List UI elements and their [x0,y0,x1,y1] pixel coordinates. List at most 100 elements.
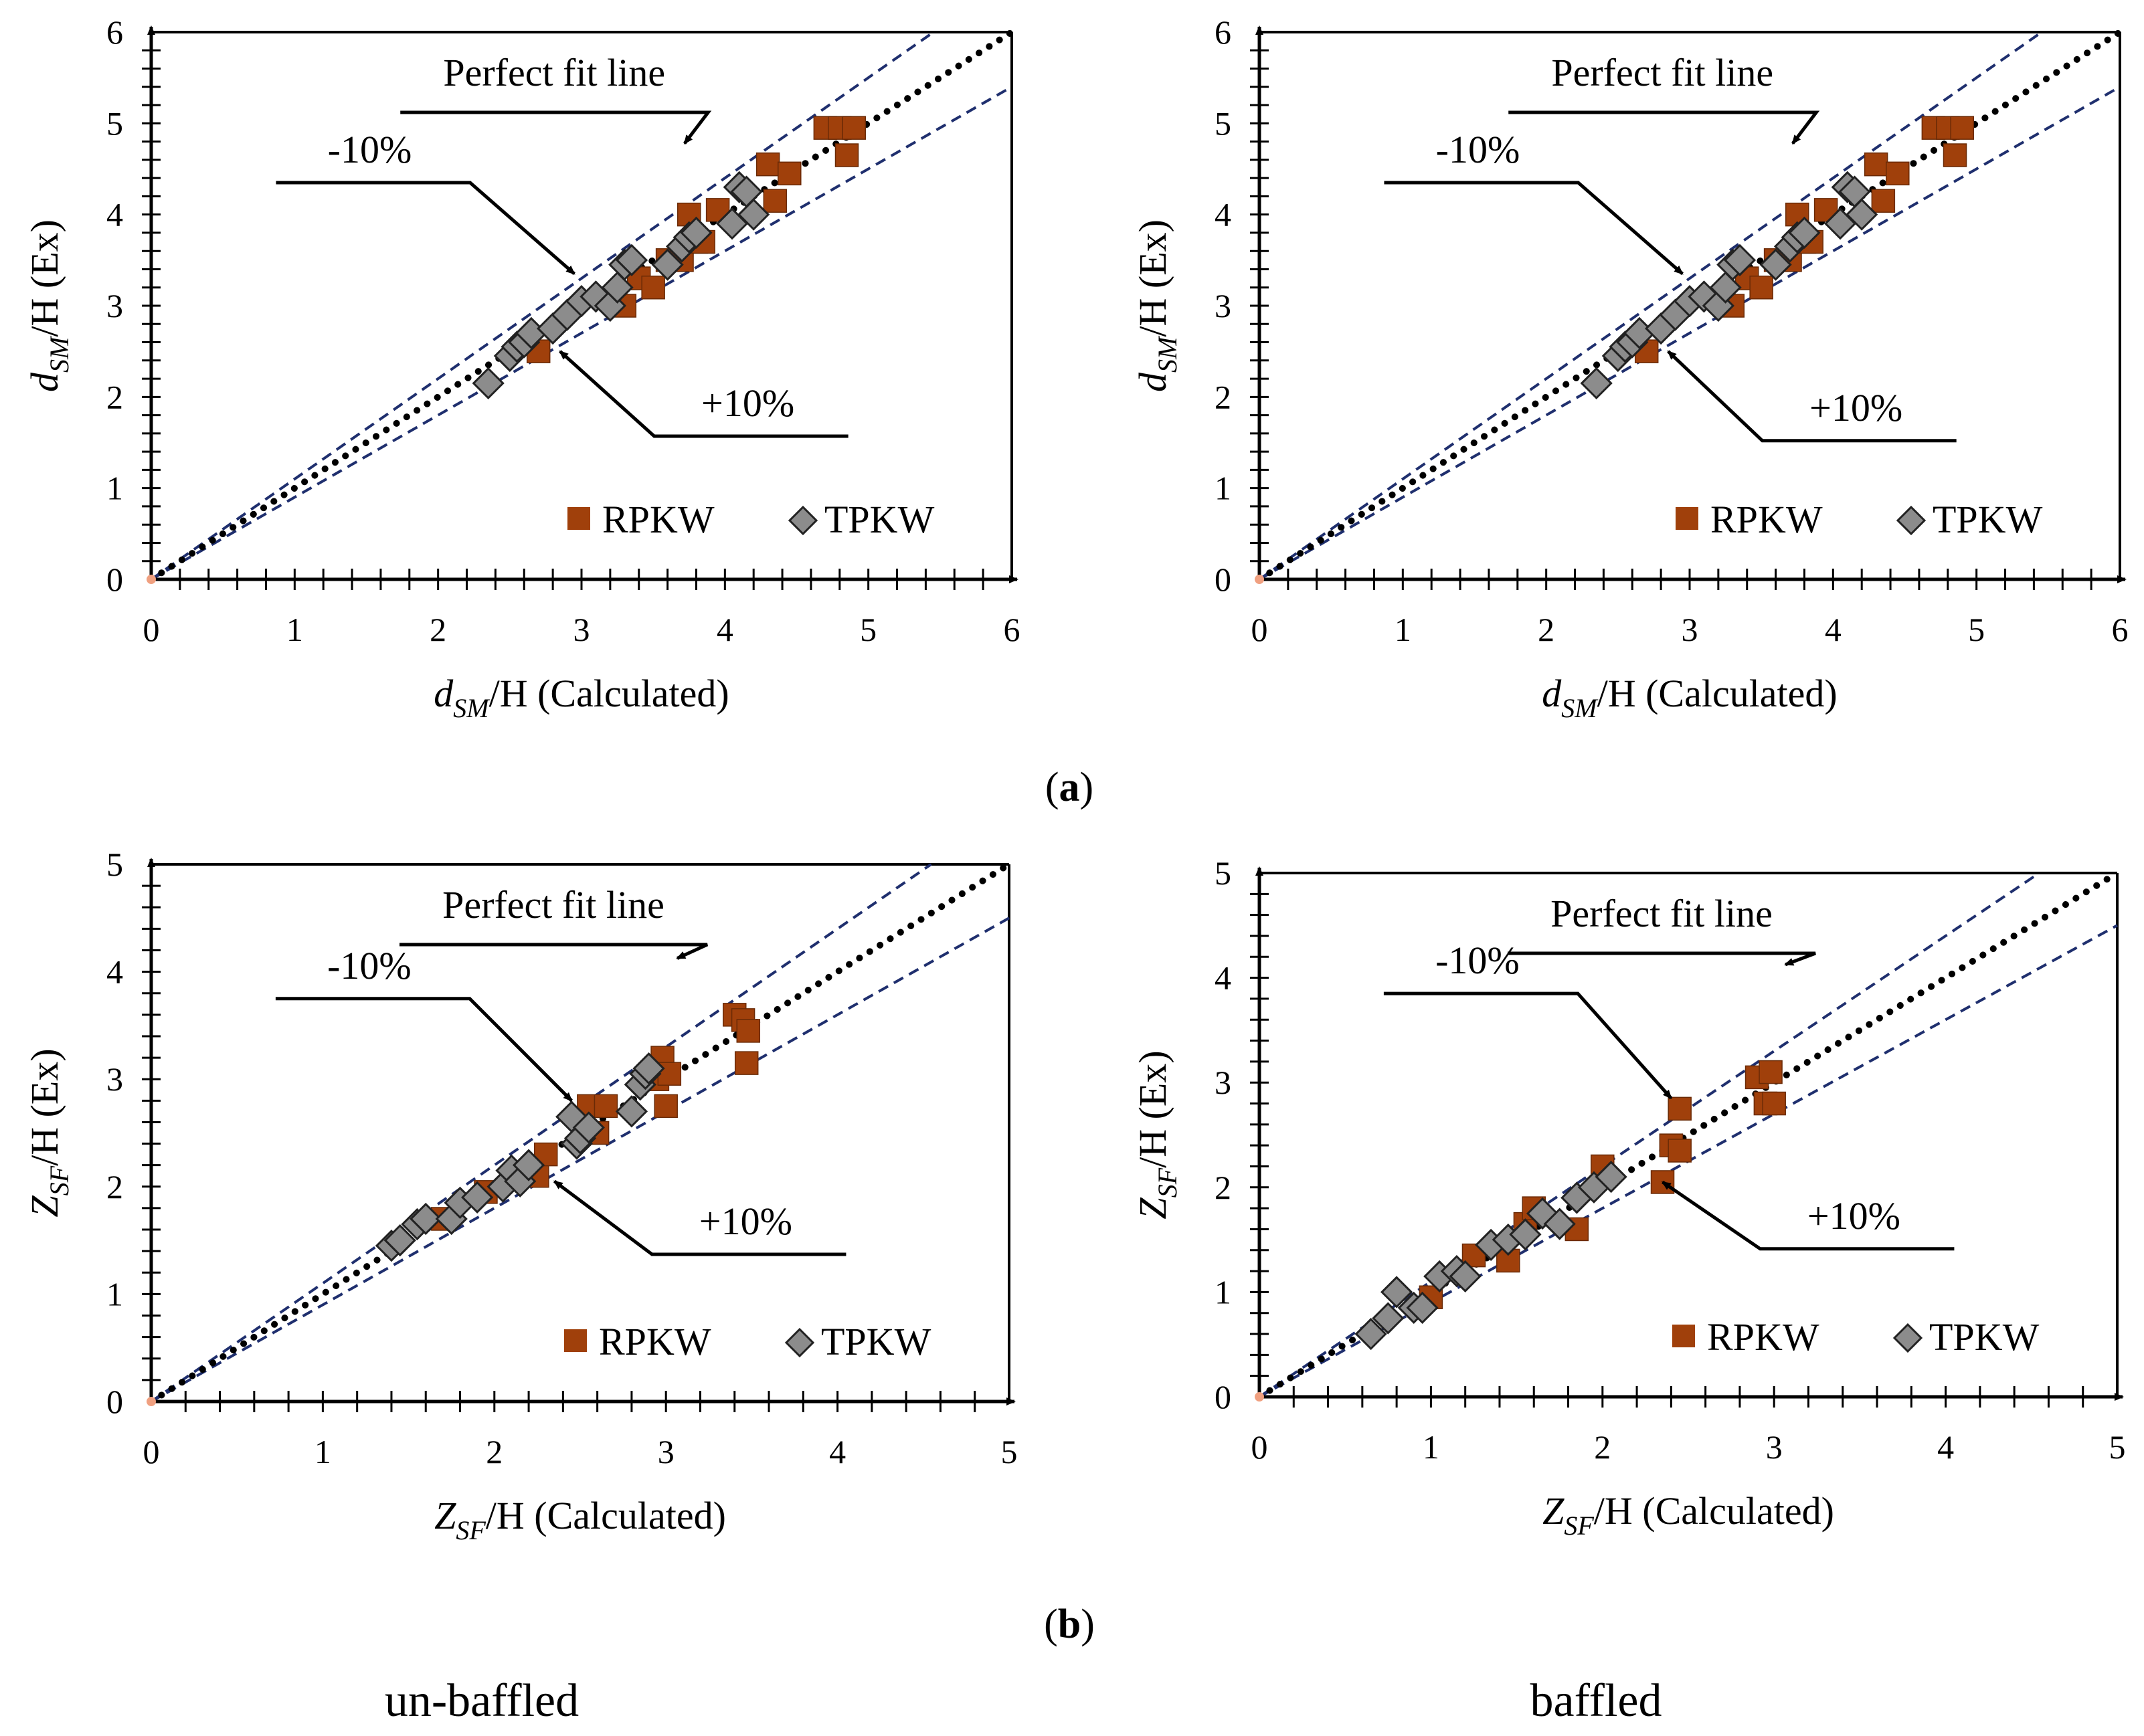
series-tpkw [1580,171,1878,400]
x-tick-label: 6 [1004,611,1020,648]
series-tpkw [472,171,770,400]
tpkw-point [1580,367,1613,400]
panel-label-b-letter: b [1058,1602,1081,1647]
x-axis-title-sub: SF [456,1515,486,1545]
y-tick-label: 0 [106,561,123,598]
y-axis-title-rest: /H (Ex) [23,1048,66,1166]
tpkw-point [651,248,684,281]
x-tick-label: 1 [1423,1428,1439,1466]
rpkw-point [1943,143,1967,167]
rpkw-point [778,161,802,186]
x-tick-label: 3 [658,1433,675,1470]
tpkw-point [1846,198,1878,231]
y-axis-title-var: d [1131,372,1174,392]
plus-10-label: +10% [701,381,794,425]
rpkw-point [1668,1139,1692,1163]
x-tick-label: 0 [1251,1428,1268,1466]
tpkw-point [1759,248,1792,281]
rpkw-point [533,1142,558,1167]
y-tick-label: 0 [1215,1378,1231,1416]
y-axis-title-sub: SM [44,335,74,373]
y-tick-label: 2 [106,1168,123,1205]
y-axis-title-rest: /H (Ex) [1131,219,1174,337]
caption-unbaffled: un-baffled [385,1675,579,1727]
perfect-fit-label: Perfect fit line [442,883,664,927]
y-axis-title-sub: SM [1152,335,1182,373]
x-tick-label: 3 [573,611,590,648]
rpkw-point [641,275,665,300]
series-tpkw [375,1052,665,1262]
perfect-fit-label: Perfect fit line [1550,892,1773,935]
tpkw-point [632,1052,665,1085]
origin-marker [147,1397,156,1406]
tpkw-point [1380,1276,1413,1309]
perfect-fit-label: Perfect fit line [443,51,665,94]
minus-10-arrow [1384,181,1684,276]
perfect-fit-arrow [399,943,709,960]
legend-rpkw-label: RPKW [599,1320,711,1363]
y-axis-title: dSM/H (Ex) [23,219,74,392]
y-tick-label: 5 [1215,854,1231,892]
rpkw-point [1950,116,1974,140]
y-tick-label: 4 [106,953,123,991]
plus-10-line [151,86,1012,581]
minus-10-line [150,863,932,1403]
perfect-fit-arrow [400,110,712,145]
legend-tpkw-label: TPKW [824,498,935,541]
tpkw-point [1788,216,1821,250]
minus-10-label: -10% [1435,939,1520,982]
rpkw-point [763,189,788,213]
rpkw-point [1749,275,1773,300]
y-axis-title-var: d [23,372,66,392]
legend-tpkw-label: TPKW [1929,1315,2040,1359]
y-tick-label: 2 [1215,1169,1231,1206]
x-tick-label: 0 [143,1433,160,1470]
tpkw-point [512,1149,545,1181]
x-tick-label: 2 [430,611,446,648]
y-tick-label: 5 [1215,104,1231,142]
y-tick-label: 2 [106,378,123,415]
y-axis-title-rest: /H (Ex) [23,219,66,337]
x-axis-title-rest: /H (Calculated) [1594,1489,1834,1533]
perfect-fit-arrow [1508,951,1816,967]
x-axis-title-sub: SM [1561,693,1599,723]
y-axis-title-var: Z [1131,1197,1174,1220]
rpkw-point [842,116,866,140]
rpkw-point [657,1062,682,1086]
legend-tpkw-label: TPKW [821,1320,931,1363]
y-tick-label: 4 [1215,196,1231,233]
plus-10-arrow [1661,1180,1955,1251]
x-axis-title: dSM/H (Calculated) [434,672,729,723]
panel-label-a-letter: a [1059,765,1080,810]
rpkw-point [1886,161,1910,186]
legend-tpkw-swatch [1896,505,1927,536]
legend-rpkw-swatch [1676,507,1698,530]
legend: RPKW TPKW [567,498,935,541]
x-tick-label: 5 [1968,611,1985,648]
plus-10-line [151,917,1010,1403]
minus-10-line [1258,31,2043,581]
x-tick-label: 1 [315,1433,331,1470]
rpkw-point [1759,1060,1783,1084]
legend-rpkw-swatch [564,1329,587,1352]
y-axis-title-sub: SF [1152,1167,1182,1197]
x-tick-label: 5 [2109,1428,2126,1466]
tpkw-point [615,1095,648,1128]
legend-rpkw-swatch [1672,1325,1695,1347]
y-tick-label: 4 [106,196,123,233]
y-tick-label: 5 [106,846,123,883]
rpkw-point [736,1019,761,1043]
x-axis-title-rest: /H (Calculated) [1597,672,1838,715]
perfect-fit-label: Perfect fit line [1551,51,1773,94]
tpkw-point [472,367,505,400]
legend: RPKW TPKW [564,1320,931,1363]
x-tick-label: 2 [486,1433,503,1470]
minus-10-label: -10% [327,944,412,987]
x-tick-label: 3 [1682,611,1698,648]
tpkw-point [383,1224,416,1257]
